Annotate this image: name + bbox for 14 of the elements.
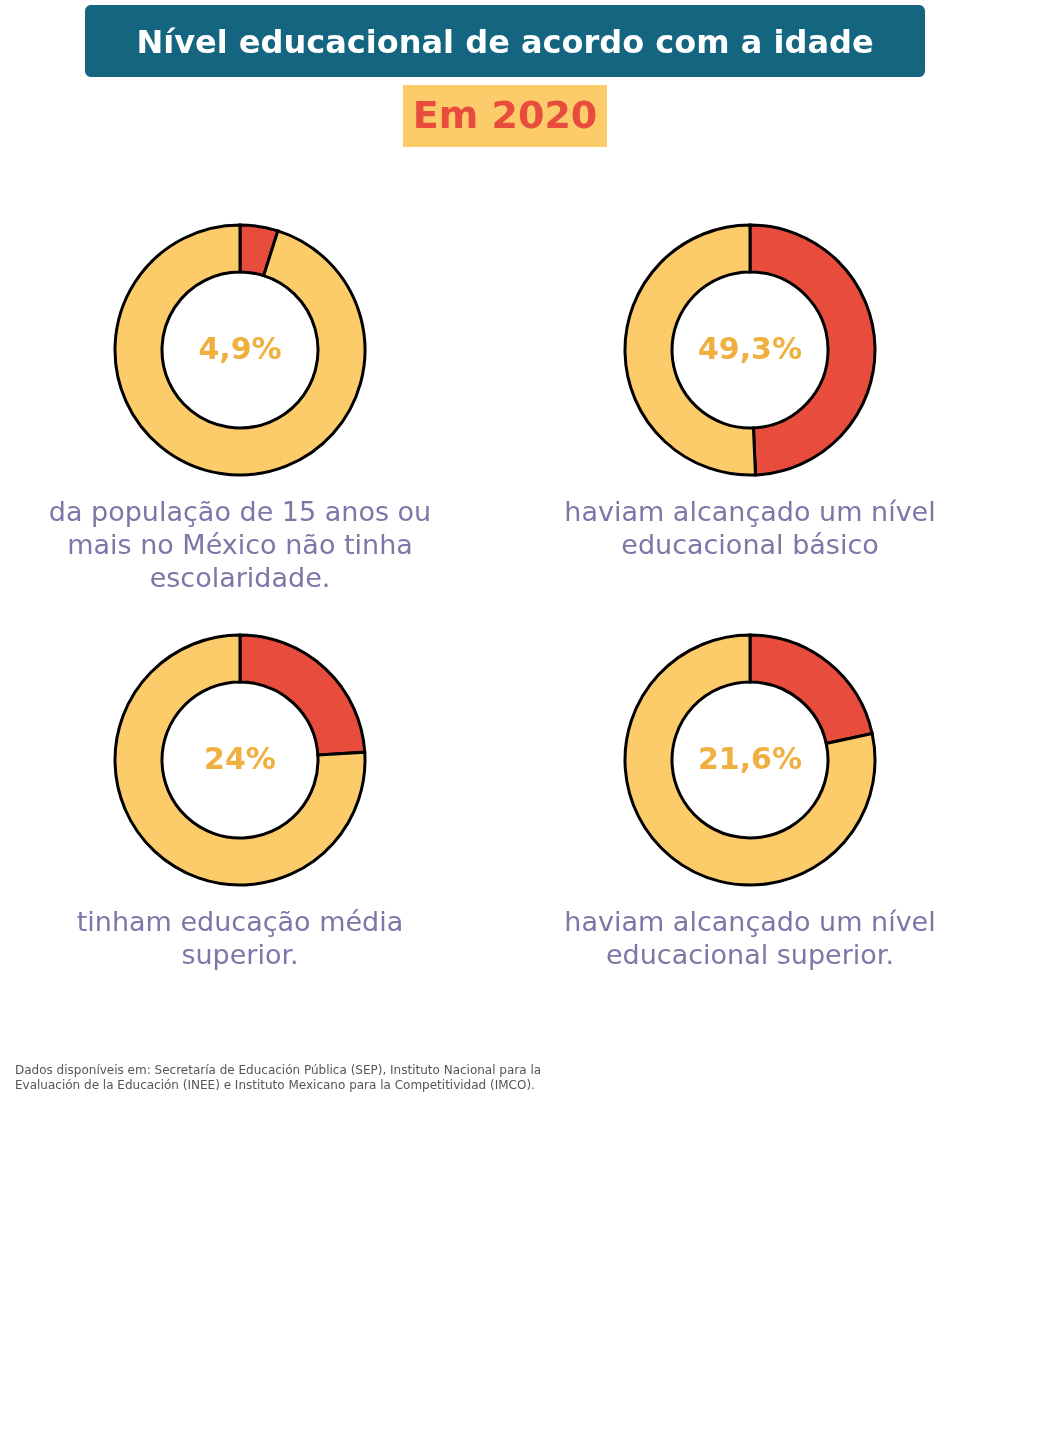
text: tinham educação média superior. — [76, 906, 404, 970]
donut-slice — [113, 633, 367, 887]
text: Dados disponíveis em: Secretaría de Educación Pública (SEP), Instituto Nacional para la Evaluación de la Educación (INEE) e Instituto Mexicano para la Competitividad (IMCO). — [15, 1063, 542, 1092]
donut-slice — [623, 633, 877, 887]
data-label: 49,3% — [697, 331, 803, 366]
donut-slice — [113, 223, 367, 477]
text: da população de 15 anos ou mais no México não tinha escolaridade. — [48, 496, 432, 593]
text: haviam alcançado um nível educacional básico — [564, 496, 936, 560]
text: haviam alcançado um nível educacional superior. — [564, 906, 936, 970]
data-label: 4,9% — [198, 331, 282, 366]
data-label: 24% — [204, 741, 276, 776]
data-label: 21,6% — [697, 741, 803, 776]
text: Em 2020 — [412, 93, 598, 137]
text: Nível educacional de acordo com a idade — [136, 23, 874, 61]
